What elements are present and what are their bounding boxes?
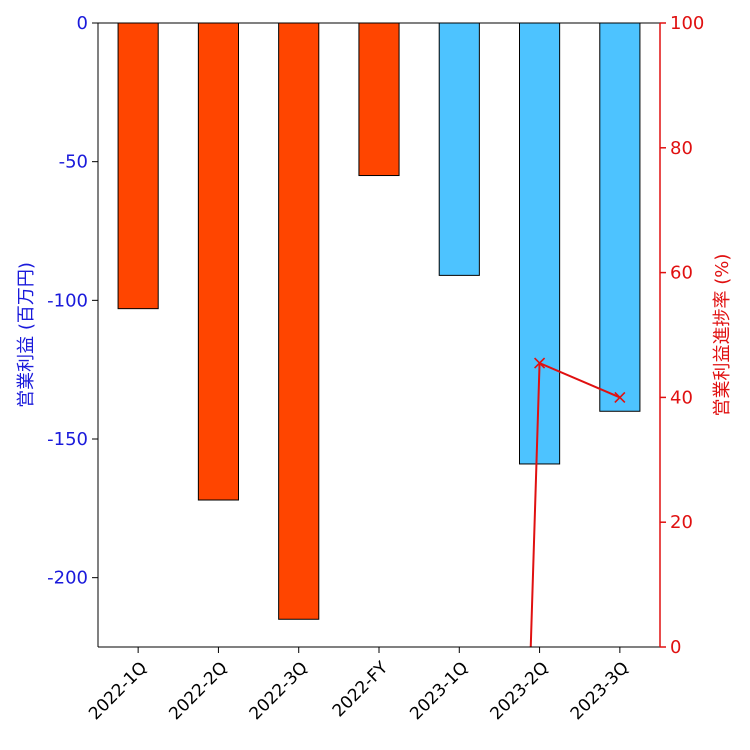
- x-tick-label: 2023-1Q: [406, 658, 472, 724]
- bar-2023-1Q: [438, 22, 480, 276]
- bar-2022-2Q: [197, 22, 240, 501]
- left-axis-label: 営業利益 (百万円): [16, 262, 37, 408]
- left-tick-label: -50: [59, 152, 88, 173]
- x-tick-label: 2022-3Q: [246, 658, 312, 724]
- left-tick-label: -200: [47, 568, 88, 589]
- x-tick-label: 2023-3Q: [567, 658, 633, 724]
- x-tick-label: 2023-2Q: [487, 658, 553, 724]
- right-tick-label: 0: [670, 637, 681, 658]
- progress-point-marker: [534, 357, 546, 369]
- x-tick-label: 2022-1Q: [85, 658, 151, 724]
- progress-point-marker: [614, 391, 626, 403]
- right-axis-label: 営業利益進捗率 (%): [712, 254, 733, 417]
- right-tick-label: 20: [670, 512, 693, 533]
- right-tick-label: 60: [670, 263, 693, 284]
- bar-2022-1Q: [117, 22, 159, 310]
- left-tick-label: 0: [77, 13, 88, 34]
- bar-2023-2Q: [519, 22, 561, 465]
- bar-layer: [117, 22, 641, 620]
- bar-2023-3Q: [599, 22, 641, 412]
- right-tick-label: 80: [670, 138, 693, 159]
- x-tick-label: 2022-2Q: [165, 658, 231, 724]
- left-tick-label: -150: [47, 429, 88, 450]
- x-tick-label: 2022-FY: [329, 658, 393, 722]
- bar-2022-3Q: [278, 22, 320, 620]
- bar-2022-FY: [358, 22, 400, 177]
- left-tick-label: -100: [47, 290, 88, 311]
- progress-line-layer: [529, 357, 626, 648]
- right-tick-label: 100: [670, 13, 704, 34]
- right-tick-label: 40: [670, 387, 693, 408]
